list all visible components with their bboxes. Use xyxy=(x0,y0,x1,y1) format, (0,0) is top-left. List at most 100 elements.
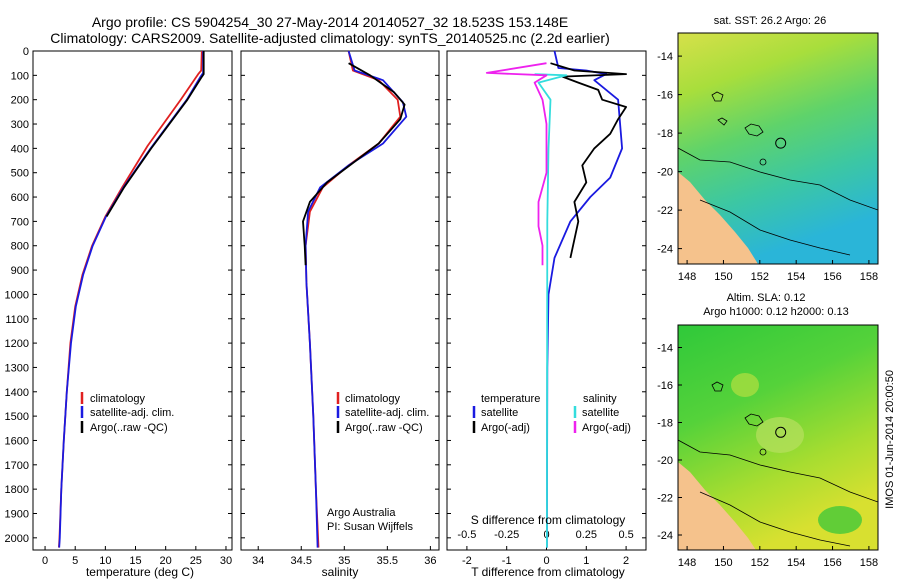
x-tick-label: 15 xyxy=(129,555,141,567)
map-y-tick-label: -20 xyxy=(657,167,673,179)
imos-timestamp-label: IMOS 01-Jun-2014 20:00:50 xyxy=(884,370,896,509)
sla-map-title-line2: Argo h1000: 0.12 h2000: 0.13 xyxy=(703,306,849,318)
sst-map-title: sat. SST: 26.2 Argo: 26 xyxy=(714,15,827,27)
series-line-argo-raw-qc- xyxy=(302,62,406,266)
series-line-t-satellite xyxy=(546,50,623,548)
s-tick-label: -0.5 xyxy=(457,529,476,541)
map-x-tick-label: 150 xyxy=(714,557,732,569)
s-difference-xlabel: S difference from climatology xyxy=(471,513,626,527)
t-difference-xlabel: T difference from climatology xyxy=(471,565,625,579)
legend-header-salinity: salinity xyxy=(583,393,617,405)
map-y-tick-label: -20 xyxy=(657,455,673,467)
legend-label-climatology: climatology xyxy=(345,393,401,405)
land-mass xyxy=(678,172,758,264)
map-y-tick-label: -18 xyxy=(657,418,673,430)
legend-label-satellite: satellite-adj. clim. xyxy=(90,407,174,419)
depth-tick-label: 500 xyxy=(11,168,29,180)
legend-label-s-argo: Argo(-adj) xyxy=(582,422,631,434)
argo-position-marker xyxy=(775,137,787,149)
island-outline xyxy=(759,158,767,166)
sla-anomaly xyxy=(818,506,862,534)
legend-label-climatology: climatology xyxy=(90,393,146,405)
depth-tick-label: 1800 xyxy=(5,484,29,496)
island-outline xyxy=(759,448,767,456)
map-x-tick-label: 158 xyxy=(860,271,878,283)
x-tick-label: 34 xyxy=(252,555,264,567)
map-y-tick-label: -22 xyxy=(657,205,673,217)
s-tick-label: 0.25 xyxy=(576,529,597,541)
depth-tick-label: 1000 xyxy=(5,289,29,301)
chart-title-line2: Climatology: CARS2009. Satellite-adjuste… xyxy=(50,30,610,46)
owner-annotation-line1: Argo Australia xyxy=(327,507,396,519)
depth-tick-label: 900 xyxy=(11,265,29,277)
legend-label-t-argo: Argo(-adj) xyxy=(481,422,530,434)
series-line-satellite-adj-clim- xyxy=(58,51,205,548)
depth-tick-label: 0 xyxy=(23,46,29,58)
sst-map-frame xyxy=(677,32,879,265)
map-y-tick-label: -18 xyxy=(657,128,673,140)
profile-lines xyxy=(58,50,627,548)
map-y-tick-label: -24 xyxy=(657,530,673,542)
depth-tick-label: 1900 xyxy=(5,508,29,520)
depth-tick-label: 1500 xyxy=(5,411,29,423)
series-line-s-argo-adj- xyxy=(485,62,548,266)
reef-outline xyxy=(711,91,764,137)
map-y-tick-label: -24 xyxy=(657,244,673,256)
x-tick-label: 36 xyxy=(424,555,436,567)
difference-legend: temperature salinity satellite Argo(-adj… xyxy=(472,393,631,434)
map-x-tick-label: 152 xyxy=(751,557,769,569)
sla-anomaly xyxy=(756,417,804,453)
depth-tick-label: 100 xyxy=(11,70,29,82)
map-axes: 148 150 152 154 156 158 -14 -16 -18 -20 -22 -24 148 1… xyxy=(657,51,878,569)
map-x-tick-label: 148 xyxy=(678,271,696,283)
x-tick-label: 35 xyxy=(338,555,350,567)
argo-position-marker xyxy=(775,426,787,438)
depth-axis: 0 100 200 300 400 500 600 700 800 900 1000 1100 1200… xyxy=(5,46,646,545)
map-y-tick-label: -16 xyxy=(657,380,673,392)
x-tick-label: 5 xyxy=(72,555,78,567)
temperature-xlabel: temperature (deg C) xyxy=(86,565,194,579)
depth-tick-label: 600 xyxy=(11,192,29,204)
x-tick-label: 0 xyxy=(543,555,549,567)
chart-title-line1: Argo profile: CS 5904254_30 27-May-2014 … xyxy=(91,14,569,30)
legend-header-temperature: temperature xyxy=(481,393,540,405)
x-tick-label: 30 xyxy=(220,555,232,567)
sla-map-frame xyxy=(677,324,879,551)
depth-tick-label: 1300 xyxy=(5,362,29,374)
bathymetry-contour xyxy=(699,491,851,547)
legend-label-argo: Argo(..raw -QC) xyxy=(345,422,423,434)
series-line-climatology xyxy=(58,50,203,548)
sst-map xyxy=(678,33,878,264)
map-x-tick-label: 156 xyxy=(823,271,841,283)
legend-label-argo: Argo(..raw -QC) xyxy=(90,422,168,434)
map-y-tick-label: -16 xyxy=(657,90,673,102)
x-tick-label: 1 xyxy=(583,555,589,567)
x-tick-label: 2 xyxy=(623,555,629,567)
x-tick-label: 10 xyxy=(99,555,111,567)
map-x-tick-label: 156 xyxy=(823,557,841,569)
map-y-tick-label: -22 xyxy=(657,493,673,505)
map-x-tick-label: 158 xyxy=(860,557,878,569)
legend-label-s-satellite: satellite xyxy=(582,407,619,419)
depth-tick-label: 300 xyxy=(11,119,29,131)
x-tick-label: 25 xyxy=(190,555,202,567)
bathymetry-contour xyxy=(678,439,878,503)
map-y-tick-label: -14 xyxy=(657,343,673,355)
depth-tick-label: 200 xyxy=(11,95,29,107)
x-tick-label: -1 xyxy=(502,555,512,567)
series-line-climatology xyxy=(304,50,402,548)
bathymetry-contour xyxy=(699,199,851,256)
depth-tick-label: 1100 xyxy=(5,314,29,326)
depth-tick-label: 800 xyxy=(11,241,29,253)
map-x-tick-label: 154 xyxy=(787,271,805,283)
series-line-argo-raw-qc- xyxy=(105,51,205,217)
sla-map-title-line1: Altim. SLA: 0.12 xyxy=(727,292,806,304)
map-y-tick-label: -14 xyxy=(657,51,673,63)
x-tick-label: 0 xyxy=(42,555,48,567)
temperature-panel xyxy=(32,50,233,551)
land-mass xyxy=(678,462,756,550)
sla-map xyxy=(678,325,878,550)
depth-tick-label: 1700 xyxy=(5,460,29,472)
x-tick-label: -2 xyxy=(462,555,472,567)
depth-tick-label: 400 xyxy=(11,143,29,155)
